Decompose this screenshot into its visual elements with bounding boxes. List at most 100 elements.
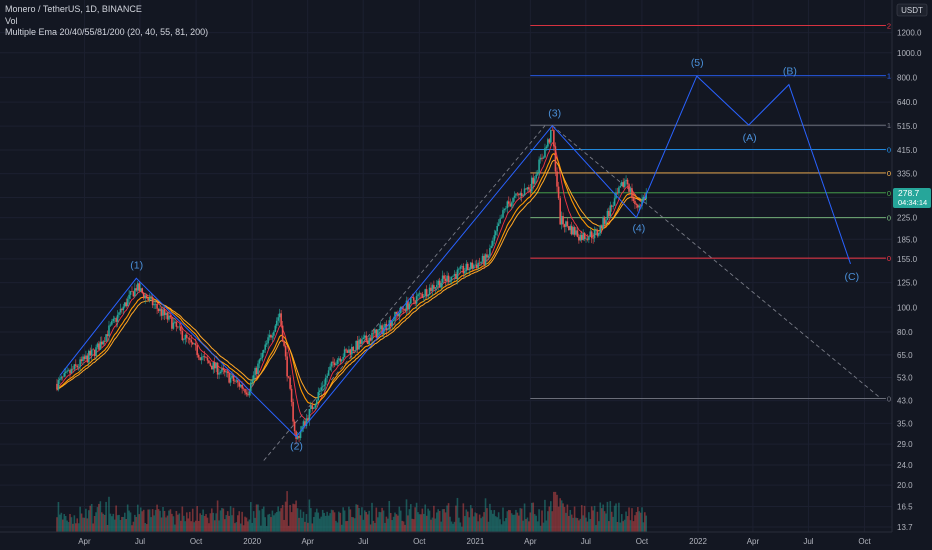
candle xyxy=(563,223,566,233)
candle xyxy=(623,178,626,189)
volume-bar xyxy=(378,511,381,532)
candle xyxy=(425,285,428,299)
candle xyxy=(203,351,206,362)
volume-bar xyxy=(228,515,230,532)
volume-bar xyxy=(523,503,526,532)
candle xyxy=(515,192,517,199)
volume-bar xyxy=(572,517,574,532)
volume-bar xyxy=(343,510,346,532)
volume-bar xyxy=(332,510,334,532)
volume-indicator-label[interactable]: Vol xyxy=(5,15,18,26)
candle xyxy=(125,298,128,308)
volume-bar xyxy=(391,520,393,532)
last-price-value: 278.7 xyxy=(898,188,920,198)
volume-bar xyxy=(258,510,261,532)
volume-bar xyxy=(599,502,602,532)
symbol-line[interactable]: Monero / TetherUS, 1D, BINANCE xyxy=(5,4,142,14)
candle xyxy=(447,272,450,285)
volume-bar xyxy=(278,511,281,532)
candle xyxy=(629,186,632,196)
candle xyxy=(184,333,187,345)
candle xyxy=(96,342,99,350)
candle xyxy=(69,368,71,379)
volume-bar xyxy=(111,516,113,532)
time-axis[interactable]: Apr Jul Oct 2020 Apr Jul Oct 2021 Apr Jul Oct 2022 A… xyxy=(0,531,932,550)
volume-bar xyxy=(388,500,391,532)
price-axis[interactable]: 1200.01000.0800.0640.0515.0415.0335.0270… xyxy=(891,0,932,532)
volume-bar xyxy=(353,518,356,532)
volume-bar xyxy=(199,513,201,532)
volume-bar xyxy=(579,518,582,532)
price-tick-label: 100.0 xyxy=(897,303,918,312)
volume-bar xyxy=(480,518,482,532)
volume-bar xyxy=(242,525,245,532)
grid xyxy=(0,0,892,532)
candle xyxy=(599,224,602,236)
price-tick-label: 24.0 xyxy=(897,461,913,470)
volume-bar xyxy=(264,517,267,532)
candle xyxy=(59,375,61,384)
volume-bar xyxy=(541,510,543,532)
volume-bar xyxy=(304,521,306,532)
volume-bar xyxy=(618,502,620,532)
candle xyxy=(267,333,269,349)
wave-path[interactable] xyxy=(59,75,851,438)
volume-bar xyxy=(551,511,554,532)
candle xyxy=(183,338,185,344)
volume-bar xyxy=(98,503,100,532)
candle xyxy=(144,292,147,304)
currency-badge[interactable]: USDT xyxy=(896,3,928,17)
projection-line[interactable] xyxy=(551,125,882,399)
time-tick-label: Jul xyxy=(358,537,368,546)
volume-bar xyxy=(348,506,350,532)
volume-bar xyxy=(412,519,415,532)
candle xyxy=(310,401,312,413)
volume-bar xyxy=(90,503,93,532)
candle xyxy=(532,173,535,190)
candle xyxy=(612,201,614,210)
candle xyxy=(93,349,96,360)
volume-bar xyxy=(139,507,142,532)
ema-indicator-label[interactable]: Multiple Ema 20/40/55/81/200 (20, 40, 55… xyxy=(5,27,209,37)
candle xyxy=(481,253,484,264)
volume-bar xyxy=(430,519,432,532)
volume-bar xyxy=(113,519,116,532)
candle xyxy=(318,388,321,396)
time-tick-label: Jul xyxy=(135,537,145,546)
volume-bar xyxy=(519,508,522,532)
candle xyxy=(188,335,191,345)
candle xyxy=(197,353,200,361)
volume-bar xyxy=(271,510,274,532)
candle xyxy=(512,197,514,208)
candle xyxy=(299,426,302,441)
candle xyxy=(196,345,198,358)
volume-bar xyxy=(548,506,551,532)
volume-bar xyxy=(339,512,342,532)
volume-bar xyxy=(612,516,614,532)
volume-bar xyxy=(446,505,448,532)
volume-bar xyxy=(588,512,590,532)
candle xyxy=(348,345,350,354)
volume-bar xyxy=(335,520,337,532)
volume-bar xyxy=(585,517,587,532)
candle xyxy=(358,335,360,351)
volume-bar xyxy=(221,507,223,532)
volume-bar xyxy=(174,524,176,532)
candle xyxy=(206,355,209,364)
candle xyxy=(199,357,201,361)
volume-bar xyxy=(560,500,563,532)
volume-bar xyxy=(175,511,178,532)
volume-bar xyxy=(635,512,638,532)
candle xyxy=(338,356,340,365)
volume-bar xyxy=(575,517,577,532)
elliott-wave[interactable] xyxy=(59,75,851,438)
volume-bar xyxy=(556,494,558,532)
volume-bar xyxy=(477,521,479,532)
volume-bar xyxy=(410,504,412,532)
candle xyxy=(576,226,579,238)
candle xyxy=(315,398,318,409)
candle xyxy=(98,340,100,350)
candle xyxy=(248,390,251,398)
candle xyxy=(545,144,548,151)
